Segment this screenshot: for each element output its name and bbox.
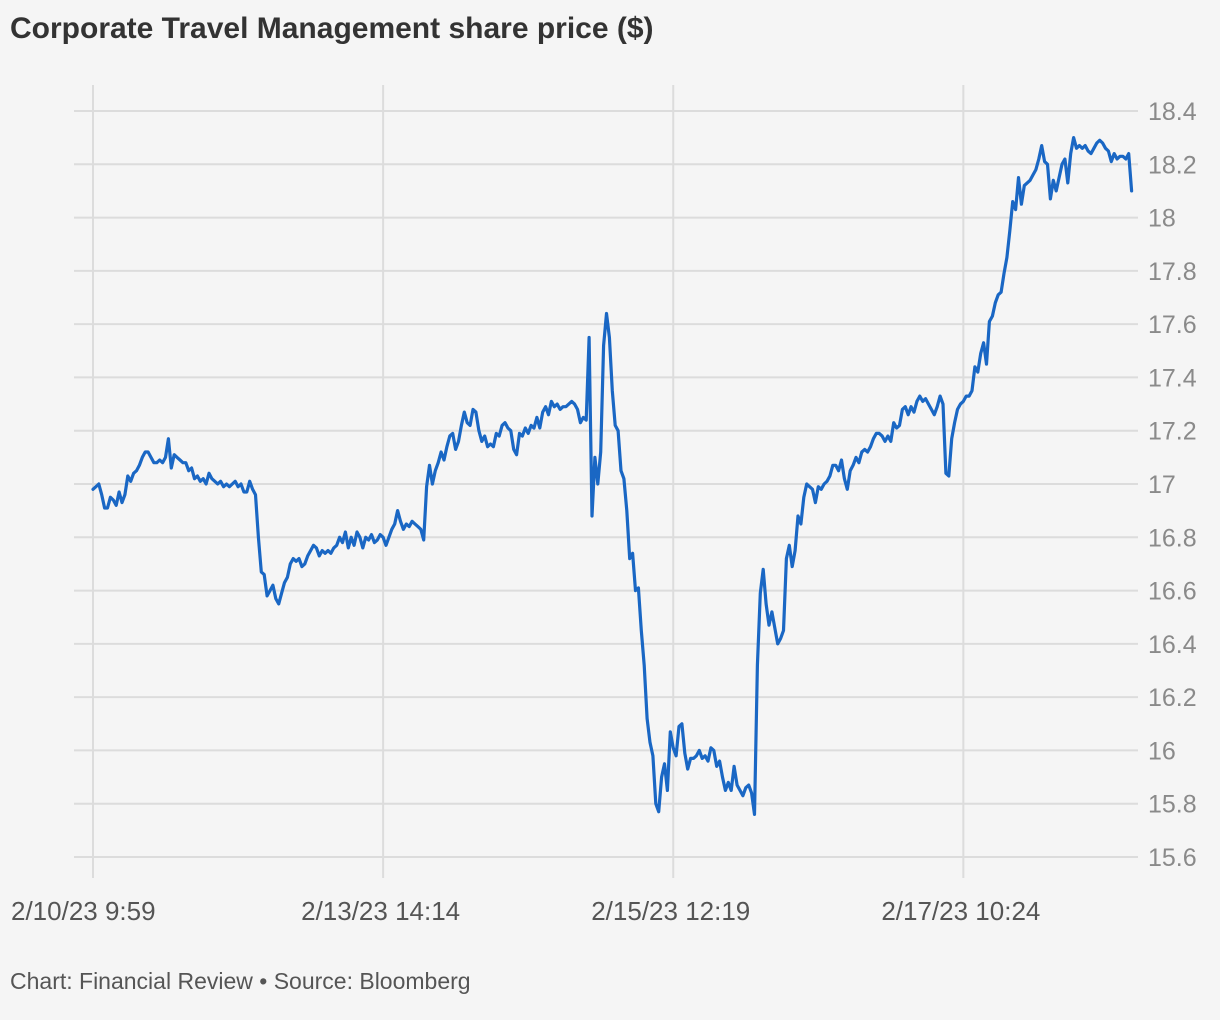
y-tick-label: 18	[1148, 205, 1176, 233]
y-tick-label: 16.4	[1148, 631, 1197, 659]
x-tick-label: 2/15/23 12:19	[591, 896, 750, 926]
y-tick-label: 17.4	[1148, 364, 1197, 392]
y-tick-label: 17	[1148, 471, 1176, 499]
x-axis-ticks: 2/10/23 9:59 2/13/23 14:14 2/15/23 12:19 2/…	[11, 896, 1040, 926]
y-tick-label: 15.6	[1148, 844, 1197, 872]
x-tick-label: 2/10/23 9:59	[11, 896, 156, 926]
chart-title: Corporate Travel Management share price …	[10, 12, 654, 45]
y-tick-label: 15.8	[1148, 791, 1197, 819]
x-tick-label: 2/17/23 10:24	[881, 896, 1040, 926]
y-tick-label: 17.8	[1148, 258, 1197, 286]
y-tick-label: 16.2	[1148, 684, 1197, 712]
y-tick-label: 17.6	[1148, 311, 1197, 339]
y-tick-label: 18.2	[1148, 151, 1197, 179]
y-tick-label: 16	[1148, 737, 1176, 765]
y-tick-label: 17.2	[1148, 418, 1197, 446]
y-tick-label: 18.4	[1148, 98, 1197, 126]
chart-source: Chart: Financial Review • Source: Bloomb…	[10, 968, 471, 994]
vertical-gridlines	[92, 85, 965, 878]
share-price-line	[91, 136, 1134, 816]
y-axis-ticks: 18.4 18.2 18 17.8 17.6 17.4 17.2 17 16.8 16.6 16.4…	[1148, 98, 1197, 872]
y-tick-label: 16.6	[1148, 578, 1197, 606]
x-tick-label: 2/13/23 14:14	[301, 896, 460, 926]
y-tick-label: 16.8	[1148, 524, 1197, 552]
